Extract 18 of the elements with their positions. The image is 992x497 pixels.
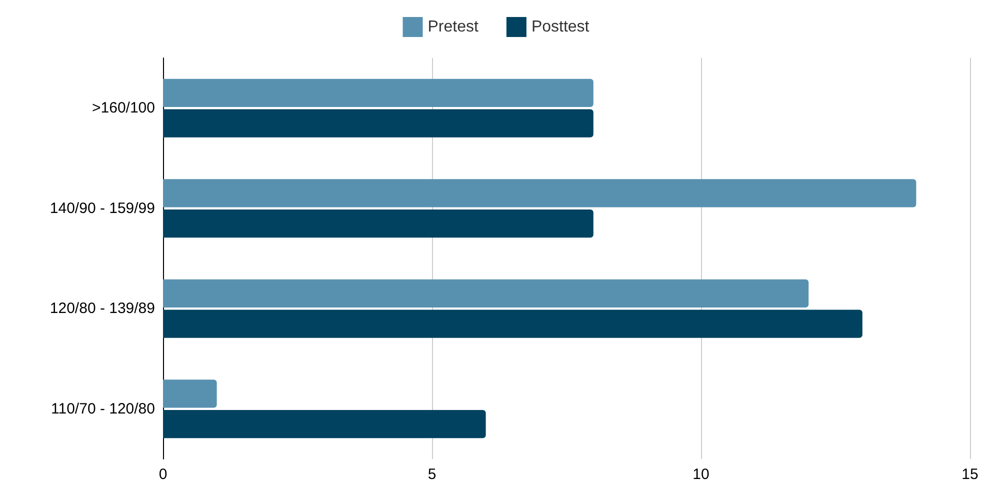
x-tick-label: 0 [158, 466, 168, 483]
legend-label: Posttest [531, 18, 590, 36]
y-tick-label: 140/90 - 159/99 [50, 200, 155, 217]
bar [163, 310, 862, 338]
legend-label: Pretest [428, 18, 479, 36]
y-tick-label: 110/70 - 120/80 [51, 400, 155, 418]
y-tick-label: >160/100 [92, 100, 155, 117]
bar [163, 279, 809, 308]
bar [163, 179, 916, 208]
bar [163, 210, 594, 238]
x-tick-label: 10 [692, 466, 710, 483]
bar [163, 109, 594, 138]
bar [163, 380, 217, 408]
x-tick-label: 15 [962, 466, 978, 483]
bar [163, 410, 486, 438]
y-tick-label: 120/80 - 139/89 [50, 300, 155, 318]
bar [163, 78, 594, 107]
x-tick-label: 5 [428, 466, 436, 483]
